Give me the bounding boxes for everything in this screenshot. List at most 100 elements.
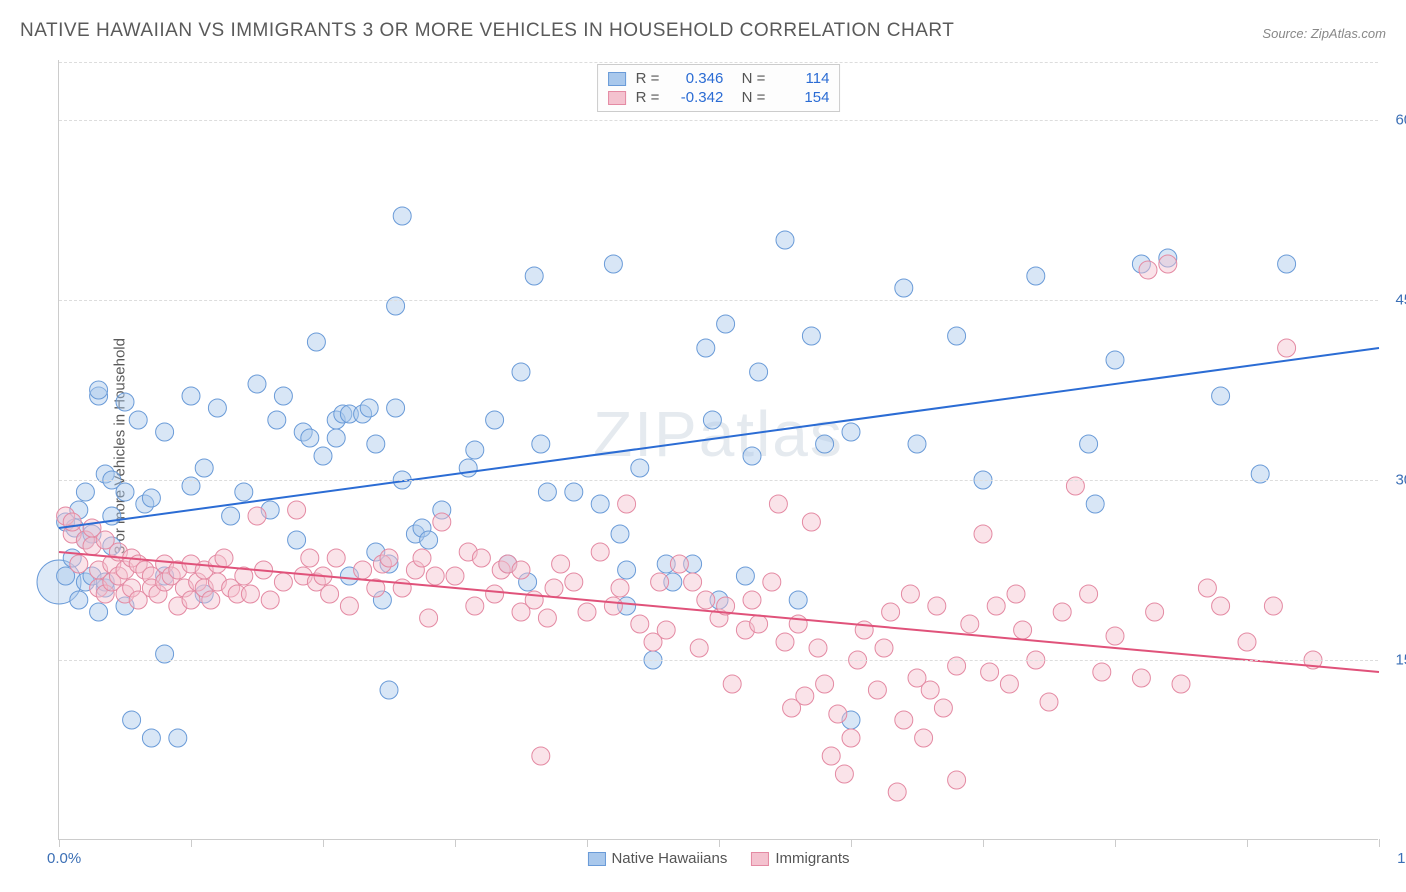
data-point [354,561,372,579]
data-point [802,513,820,531]
data-point [789,591,807,609]
data-point [208,399,226,417]
data-point [327,429,345,447]
legend-row: R =-0.342 N =154 [608,88,830,107]
data-point [1278,255,1296,273]
data-point [802,327,820,345]
data-point [1106,351,1124,369]
data-point [1086,495,1104,513]
data-point [842,729,860,747]
data-point [1198,579,1216,597]
data-point [822,747,840,765]
data-point [901,585,919,603]
data-point [486,411,504,429]
data-point [1053,603,1071,621]
data-point [288,531,306,549]
y-tick-label: 15.0% [1395,652,1406,669]
legend-swatch [608,72,626,86]
y-tick-label: 60.0% [1395,112,1406,129]
data-point [736,567,754,585]
data-point [888,783,906,801]
data-point [466,597,484,615]
data-point [420,531,438,549]
data-point [314,447,332,465]
data-point [459,459,477,477]
data-point [928,597,946,615]
data-point [380,549,398,567]
data-point [578,603,596,621]
y-tick-label: 45.0% [1395,292,1406,309]
data-point [908,435,926,453]
data-point [829,705,847,723]
data-point [301,549,319,567]
data-point [472,549,490,567]
data-point [215,549,233,567]
data-point [1159,255,1177,273]
data-point [222,507,240,525]
legend-label: Native Hawaiians [611,850,727,867]
data-point [1106,627,1124,645]
x-axis-max-label: 100.0% [1397,850,1406,867]
gridline [59,300,1378,301]
chart-title: NATIVE HAWAIIAN VS IMMIGRANTS 3 OR MORE … [20,20,954,42]
data-point [446,567,464,585]
chart-plot-area: ZIPatlas R =0.346 N =114R =-0.342 N =154… [58,60,1378,840]
data-point [750,615,768,633]
data-point [63,513,81,531]
data-point [948,771,966,789]
n-label: N = [733,70,765,87]
data-point [393,207,411,225]
data-point [1172,675,1190,693]
data-point [261,591,279,609]
x-tick [983,839,984,847]
data-point [1007,585,1025,603]
data-point [895,279,913,297]
y-tick-label: 30.0% [1395,472,1406,489]
data-point [717,315,735,333]
data-point [1132,669,1150,687]
data-point [268,411,286,429]
data-point [380,681,398,699]
data-point [195,459,213,477]
data-point [202,591,220,609]
x-axis-min-label: 0.0% [47,850,81,867]
data-point [182,387,200,405]
legend-item: Immigrants [751,850,849,867]
n-value: 154 [775,89,829,106]
correlation-legend: R =0.346 N =114R =-0.342 N =154 [597,64,841,112]
data-point [618,495,636,513]
data-point [123,711,141,729]
data-point [842,423,860,441]
data-point [426,567,444,585]
data-point [1093,663,1111,681]
data-point [611,525,629,543]
data-point [809,639,827,657]
source-label: Source: [1262,26,1307,41]
data-point [895,711,913,729]
x-tick [191,839,192,847]
data-point [367,435,385,453]
legend-swatch [751,852,769,866]
data-point [532,747,550,765]
data-point [538,483,556,501]
scatter-plot-svg [59,60,1378,839]
data-point [875,639,893,657]
data-point [591,543,609,561]
data-point [604,597,622,615]
gridline [59,480,1378,481]
data-point [545,579,563,597]
data-point [723,675,741,693]
data-point [116,483,134,501]
gridline [59,120,1378,121]
data-point [670,555,688,573]
data-point [321,585,339,603]
data-point [565,483,583,501]
data-point [248,507,266,525]
data-point [604,255,622,273]
data-point [301,429,319,447]
data-point [690,639,708,657]
r-value: 0.346 [669,70,723,87]
data-point [466,441,484,459]
data-point [934,699,952,717]
x-tick [455,839,456,847]
